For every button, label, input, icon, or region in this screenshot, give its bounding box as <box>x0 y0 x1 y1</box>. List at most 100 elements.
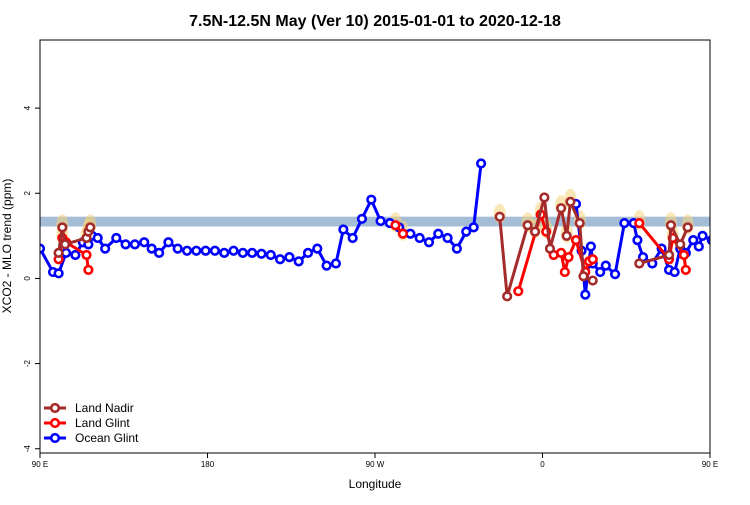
ocean-glint-point <box>717 245 725 253</box>
ocean-glint-point <box>433 228 444 239</box>
ocean-glint-point <box>237 247 248 258</box>
land-nadir-point <box>556 203 567 214</box>
legend-marker <box>49 432 61 444</box>
y-tick-label: 2 <box>23 191 32 196</box>
plot-frame <box>39 39 711 454</box>
y-tick-label: -4 <box>23 445 32 453</box>
ocean-glint-point <box>209 245 221 256</box>
ocean-glint-point <box>302 247 314 258</box>
land-nadir-point <box>578 271 589 282</box>
ocean-glint-point <box>609 269 621 280</box>
land-nadir-point <box>665 220 677 231</box>
land-nadir-point <box>565 196 576 207</box>
ocean-glint-point <box>191 245 202 256</box>
legend-marker <box>49 417 61 429</box>
ocean-glint-point <box>139 237 150 248</box>
y-axis-label: XCO2 - MLO trend (ppm) <box>0 179 14 314</box>
ocean-glint-point <box>745 238 750 246</box>
ocean-glint-point <box>330 258 342 269</box>
land-glint-point <box>397 228 409 239</box>
land-glint-point <box>83 264 94 276</box>
land-nadir-point <box>663 249 675 261</box>
ocean-glint-point <box>92 232 103 244</box>
x-axis-label: Longitude <box>349 477 402 491</box>
ocean-glint-point <box>619 217 630 229</box>
ocean-glint-point <box>111 232 122 244</box>
ocean-glint-point <box>120 239 131 250</box>
land-glint-point <box>678 249 690 261</box>
land-nadir-point <box>85 222 96 233</box>
ocean-glint-point <box>468 222 479 233</box>
ocean-glint-point <box>356 213 368 224</box>
x-axis-ticks: 90 E 180 90 W 0 90 E <box>32 453 718 469</box>
ocean-glint-point <box>100 243 111 254</box>
ocean-glint-point <box>600 260 611 271</box>
land-nadir-point <box>587 275 598 286</box>
ocean-glint-point <box>414 232 425 244</box>
land-nadir-point <box>522 220 533 231</box>
ocean-glint-point <box>706 235 710 245</box>
legend-label: Ocean Glint <box>75 431 139 445</box>
land-glint-point <box>390 220 401 231</box>
ocean-glint-point <box>274 254 286 265</box>
chart-title: 7.5N-12.5N May (Ver 10) 2015-01-01 to 20… <box>189 13 561 30</box>
x-tick-label: 90 W <box>366 460 385 469</box>
land-nadir-point <box>53 247 64 258</box>
legend-label: Land Glint <box>75 416 130 430</box>
ocean-glint-point <box>265 249 276 261</box>
reference-band-layer <box>40 216 710 227</box>
land-nadir-point <box>675 239 686 250</box>
ocean-glint-point <box>228 245 239 256</box>
x-tick-label: 90 E <box>32 460 48 469</box>
land-nadir-point <box>529 226 541 237</box>
ocean-glint-point <box>632 235 643 246</box>
ocean-glint-point <box>585 241 596 252</box>
ocean-glint-point <box>247 247 258 258</box>
y-tick-label: 0 <box>23 276 32 281</box>
ocean-glint-point <box>154 247 165 258</box>
land-glint-point <box>513 286 524 297</box>
y-tick-label: -2 <box>23 359 32 367</box>
ocean-glint-point <box>580 289 591 300</box>
land-glint-point <box>570 235 582 246</box>
ocean-glint-point <box>338 224 349 235</box>
ocean-glint-point <box>736 238 744 246</box>
ocean-glint-point <box>172 243 183 254</box>
land-nadir-point <box>60 239 71 250</box>
ocean-glint-point <box>146 243 157 254</box>
land-nadir-point <box>634 258 645 269</box>
ocean-glint-point <box>312 243 323 254</box>
ocean-glint-point <box>366 194 377 205</box>
legend-label: Land Nadir <box>75 401 134 415</box>
land-nadir-point <box>539 192 550 203</box>
land-glint-point <box>559 266 570 278</box>
land-nadir-point <box>561 230 572 241</box>
y-axis-ticks: -4 -2 0 2 4 <box>23 105 40 452</box>
ocean-glint-point <box>163 237 174 248</box>
ocean-glint-point <box>727 234 735 242</box>
land-glint-point <box>81 249 92 261</box>
reference-band <box>40 216 710 227</box>
ocean-glint-point <box>595 266 606 278</box>
land-nadir-point <box>494 211 505 222</box>
ocean-glint-point <box>219 247 230 258</box>
land-glint-point <box>680 264 691 276</box>
land-glint-point <box>563 252 574 263</box>
ocean-glint-point <box>293 256 304 267</box>
land-glint-point <box>634 217 645 229</box>
ocean-glint-point <box>347 232 358 244</box>
series-layer <box>40 158 750 302</box>
ocean-glint-point <box>693 241 704 252</box>
ocean-glint-point <box>442 232 453 244</box>
ocean-glint-point <box>70 249 81 261</box>
ocean-glint-point <box>53 268 64 279</box>
ocean-glint-point <box>461 226 472 237</box>
ocean-glint-point <box>451 243 462 254</box>
x-tick-label: 0 <box>540 460 545 469</box>
land-nadir-point <box>502 291 513 302</box>
land-nadir-point <box>544 243 556 254</box>
x-tick-label: 180 <box>201 460 215 469</box>
ocean-glint-point <box>181 245 193 256</box>
